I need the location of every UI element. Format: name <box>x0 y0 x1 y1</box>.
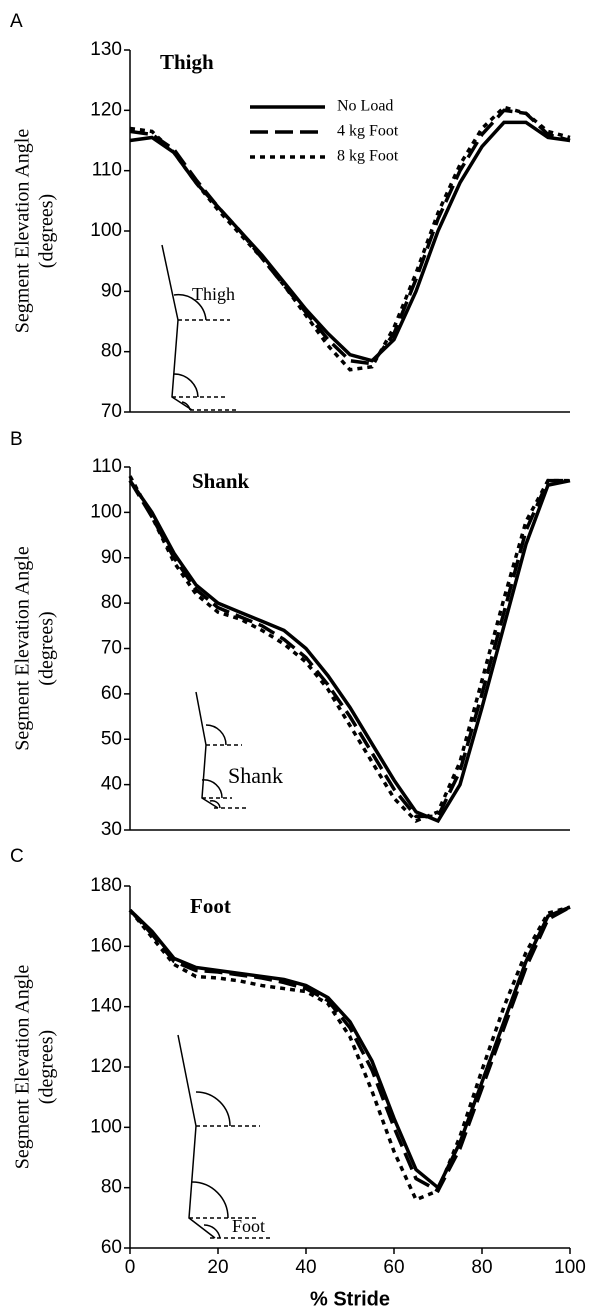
y-tick-label: 120 <box>90 1056 122 1077</box>
y-axis-label: (degrees) <box>36 1030 58 1104</box>
x-tick-label: 80 <box>471 1257 492 1278</box>
x-axis-label: % Stride <box>310 1288 390 1310</box>
y-tick-label: 110 <box>92 160 122 181</box>
panel-title: Shank <box>192 469 250 493</box>
inset-b <box>195 691 246 809</box>
legend-label: 4 kg Foot <box>337 123 399 140</box>
panel-label: C <box>10 846 24 867</box>
series-line <box>128 475 570 823</box>
panel-title: Foot <box>190 894 231 918</box>
y-tick-label: 60 <box>101 683 122 704</box>
x-tick-label: 60 <box>383 1257 404 1278</box>
y-tick-label: 100 <box>90 220 122 241</box>
x-tick-label: 0 <box>125 1257 136 1278</box>
x-tick-label: 100 <box>554 1257 586 1278</box>
panel-label: A <box>10 11 23 32</box>
y-tick-label: 70 <box>101 638 122 659</box>
panel-title: Thigh <box>160 50 214 74</box>
y-tick-label: 180 <box>90 875 122 896</box>
y-tick-label: 80 <box>101 1177 122 1198</box>
y-tick-label: 100 <box>90 1116 122 1137</box>
y-tick-label: 90 <box>101 280 122 301</box>
series-line <box>128 905 571 1194</box>
panel-label: B <box>10 429 23 450</box>
y-tick-label: 70 <box>101 401 122 422</box>
inset-label: Thigh <box>192 284 235 304</box>
y-tick-label: 60 <box>101 1237 122 1258</box>
inset-c <box>177 1034 270 1239</box>
x-tick-label: 40 <box>295 1257 316 1278</box>
series-line <box>129 105 571 372</box>
y-tick-label: 40 <box>101 774 122 795</box>
y-tick-label: 80 <box>101 341 122 362</box>
y-axis-label: Segment Elevation Angle <box>12 546 34 751</box>
y-axis-label: (degrees) <box>36 611 58 685</box>
y-axis-label: Segment Elevation Angle <box>12 129 34 334</box>
series-line <box>128 478 570 819</box>
y-tick-label: 130 <box>90 39 122 60</box>
y-tick-label: 160 <box>90 935 122 956</box>
y-tick-label: 80 <box>101 592 122 613</box>
inset-label: Shank <box>228 763 283 788</box>
y-tick-label: 30 <box>101 819 122 840</box>
inset-a <box>161 244 236 411</box>
y-tick-label: 90 <box>101 547 122 568</box>
series-line <box>128 905 571 1191</box>
series-line <box>128 478 571 824</box>
legend-label: 8 kg Foot <box>337 148 399 165</box>
series-line <box>128 905 571 1202</box>
x-tick-label: 20 <box>207 1257 228 1278</box>
legend-label: No Load <box>337 98 393 115</box>
y-axis-label: (degrees) <box>36 194 58 268</box>
y-tick-label: 100 <box>90 501 122 522</box>
inset-label: Foot <box>232 1216 265 1236</box>
y-tick-label: 120 <box>90 99 122 120</box>
y-tick-label: 140 <box>90 996 122 1017</box>
y-tick-label: 50 <box>101 728 122 749</box>
y-tick-label: 110 <box>92 456 122 477</box>
y-axis-label: Segment Elevation Angle <box>12 965 34 1170</box>
